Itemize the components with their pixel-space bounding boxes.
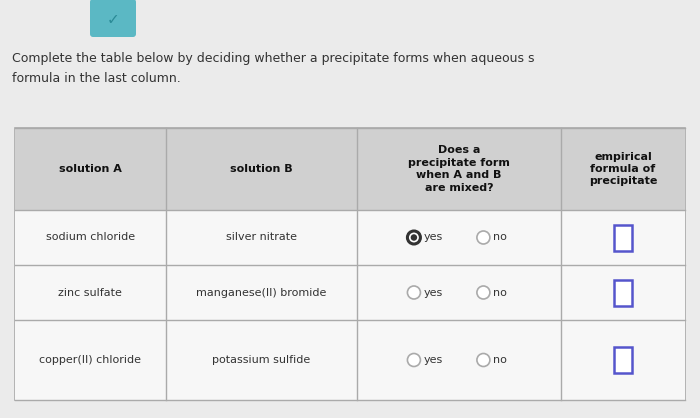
Bar — [15, 210, 685, 265]
Text: solution A: solution A — [59, 164, 122, 174]
Circle shape — [407, 286, 421, 299]
Bar — [614, 347, 632, 373]
Text: yes: yes — [424, 232, 442, 242]
Bar — [614, 224, 632, 250]
Bar — [15, 128, 685, 400]
Circle shape — [407, 354, 421, 367]
Text: formula in the last column.: formula in the last column. — [12, 72, 181, 85]
Bar — [15, 320, 685, 400]
Circle shape — [407, 231, 421, 244]
Circle shape — [477, 231, 490, 244]
Text: yes: yes — [424, 288, 442, 298]
Text: ✓: ✓ — [106, 13, 120, 28]
Bar — [15, 265, 685, 320]
Circle shape — [477, 286, 490, 299]
Circle shape — [477, 354, 490, 367]
Text: Complete the table below by deciding whether a precipitate forms when aqueous s: Complete the table below by deciding whe… — [12, 52, 535, 65]
Text: copper(II) chloride: copper(II) chloride — [39, 355, 141, 365]
Text: yes: yes — [424, 355, 442, 365]
Text: potassium sulfide: potassium sulfide — [212, 355, 310, 365]
Text: sodium chloride: sodium chloride — [46, 232, 135, 242]
Text: silver nitrate: silver nitrate — [225, 232, 297, 242]
Text: no: no — [493, 288, 507, 298]
Text: empirical
formula of
precipitate: empirical formula of precipitate — [589, 152, 657, 186]
Text: manganese(II) bromide: manganese(II) bromide — [196, 288, 326, 298]
Text: zinc sulfate: zinc sulfate — [58, 288, 122, 298]
Text: no: no — [493, 355, 507, 365]
Text: no: no — [493, 232, 507, 242]
Circle shape — [411, 234, 417, 241]
Bar — [614, 280, 632, 306]
Bar — [15, 128, 685, 210]
Text: Does a
precipitate form
when A and B
are mixed?: Does a precipitate form when A and B are… — [408, 145, 510, 193]
Text: solution B: solution B — [230, 164, 293, 174]
FancyBboxPatch shape — [90, 0, 136, 37]
